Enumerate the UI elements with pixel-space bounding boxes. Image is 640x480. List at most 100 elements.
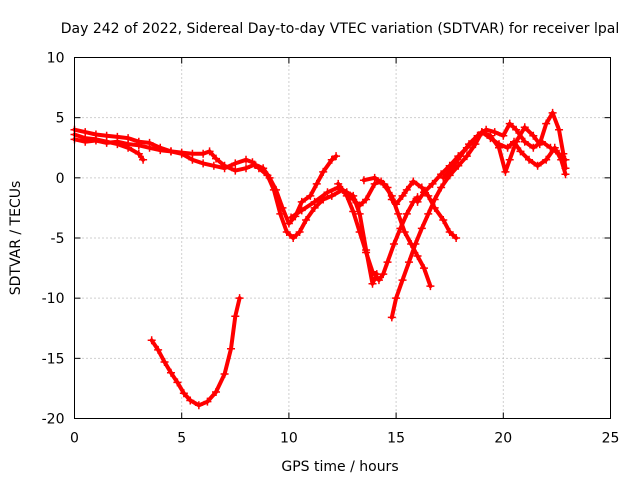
x-tick-label: 15	[387, 431, 405, 447]
data-point-marker	[124, 134, 133, 143]
series-pass-f	[334, 179, 422, 285]
data-point-marker	[302, 215, 311, 224]
data-point-marker	[199, 159, 208, 168]
series-line	[389, 130, 568, 320]
data-point-marker	[411, 240, 420, 249]
data-point-marker	[242, 155, 251, 164]
data-point-marker	[203, 397, 212, 406]
data-point-marker	[166, 368, 175, 377]
y-tick-label: 0	[56, 171, 65, 187]
data-point-marker	[548, 108, 557, 117]
data-point-marker	[368, 279, 377, 288]
data-point-marker	[349, 195, 358, 204]
data-point-marker	[295, 227, 304, 236]
data-point-marker	[424, 191, 433, 200]
data-point-marker	[231, 166, 240, 175]
data-point-marker	[456, 152, 465, 161]
data-point-marker	[452, 234, 461, 242]
data-point-marker	[327, 191, 336, 200]
series-line	[415, 110, 568, 204]
data-point-marker	[561, 164, 570, 173]
data-point-marker	[332, 152, 341, 161]
data-point-marker	[145, 138, 154, 147]
data-point-marker	[464, 140, 473, 149]
data-point-marker	[419, 264, 428, 273]
data-point-marker	[417, 224, 426, 233]
data-point-marker	[242, 164, 251, 173]
series-pass-g	[359, 173, 435, 291]
data-point-marker	[402, 185, 411, 194]
data-point-marker	[505, 155, 514, 164]
data-point-marker	[212, 388, 221, 397]
data-point-marker	[445, 227, 454, 236]
data-point-marker	[205, 147, 214, 156]
data-point-marker	[368, 267, 377, 276]
data-point-marker	[134, 137, 143, 146]
data-point-marker	[154, 345, 163, 354]
x-axis-label: GPS time / hours	[281, 459, 398, 475]
data-point-marker	[173, 378, 182, 387]
data-point-marker	[447, 164, 456, 173]
data-point-marker	[398, 276, 407, 285]
data-point-marker	[359, 176, 368, 185]
data-point-marker	[417, 183, 426, 192]
data-point-marker	[160, 357, 169, 366]
data-point-marker	[287, 213, 296, 222]
data-point-marker	[124, 143, 133, 152]
data-point-marker	[501, 167, 510, 176]
data-point-marker	[387, 191, 396, 200]
data-point-marker	[439, 173, 448, 182]
data-point-marker	[499, 131, 508, 140]
data-point-marker	[394, 209, 403, 218]
data-point-marker	[289, 234, 298, 242]
data-point-marker	[323, 188, 332, 197]
series-line	[441, 121, 568, 180]
data-point-marker	[387, 313, 396, 322]
x-tick-label: 5	[177, 431, 186, 447]
data-point-marker	[542, 119, 551, 128]
data-point-marker	[235, 294, 244, 303]
y-tick-label: 10	[47, 51, 65, 67]
data-point-marker	[404, 258, 413, 267]
data-point-marker	[426, 282, 435, 291]
data-point-marker	[520, 123, 529, 132]
data-point-marker	[400, 227, 409, 236]
data-point-marker	[473, 131, 482, 140]
data-point-marker	[310, 197, 319, 206]
y-tick-label: -20	[42, 412, 65, 428]
series-line	[72, 137, 339, 226]
data-point-marker	[555, 125, 564, 134]
data-point-marker	[546, 143, 555, 152]
data-point-marker	[428, 179, 437, 188]
data-point-marker	[355, 209, 364, 218]
data-point-marker	[248, 158, 257, 167]
x-tick-label: 10	[280, 431, 298, 447]
data-point-marker	[334, 179, 343, 188]
data-point-marker	[282, 227, 291, 236]
data-point-marker	[276, 209, 285, 218]
data-point-marker	[424, 209, 433, 218]
data-point-marker	[486, 131, 495, 140]
data-point-marker	[555, 149, 564, 158]
data-point-marker	[177, 149, 186, 158]
data-point-marker	[392, 294, 401, 303]
series-pass-h	[387, 128, 570, 322]
y-tick-label: -5	[51, 231, 65, 247]
data-point-marker	[355, 201, 364, 210]
data-point-marker	[113, 140, 122, 149]
data-point-marker	[349, 207, 358, 216]
data-point-marker	[284, 219, 293, 228]
data-point-marker	[439, 215, 448, 224]
data-point-marker	[512, 137, 521, 146]
series-line	[361, 175, 433, 289]
data-point-marker	[362, 195, 371, 204]
data-point-marker	[419, 188, 428, 197]
data-point-marker	[186, 396, 195, 405]
data-point-marker	[156, 143, 165, 152]
data-point-marker	[542, 155, 551, 164]
series-pass-c	[70, 130, 148, 164]
data-point-marker	[139, 155, 148, 164]
data-point-marker	[327, 155, 336, 164]
chart-title: Day 242 of 2022, Sidereal Day-to-day VTE…	[61, 21, 619, 37]
